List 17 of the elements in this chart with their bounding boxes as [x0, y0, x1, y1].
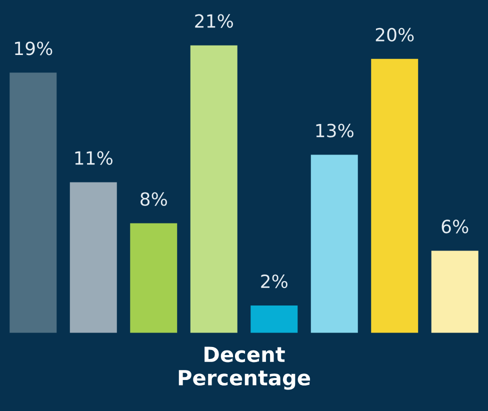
data-label: 13%	[316, 124, 354, 138]
data-label: 8%	[140, 192, 167, 206]
data-label: 20%	[376, 28, 414, 42]
bar	[250, 306, 298, 333]
bar	[70, 182, 117, 333]
bar	[10, 72, 57, 333]
data-label: 19%	[15, 42, 52, 56]
bar	[130, 223, 178, 333]
bar	[371, 58, 418, 333]
bar	[310, 154, 358, 333]
bar	[431, 250, 478, 333]
data-label: 21%	[195, 14, 233, 28]
data-label: 6%	[442, 220, 468, 234]
data-label: 2%	[261, 274, 288, 288]
data-label: 11%	[75, 151, 112, 165]
bar	[190, 45, 238, 333]
x-axis-title: Decent Percentage	[178, 346, 310, 390]
